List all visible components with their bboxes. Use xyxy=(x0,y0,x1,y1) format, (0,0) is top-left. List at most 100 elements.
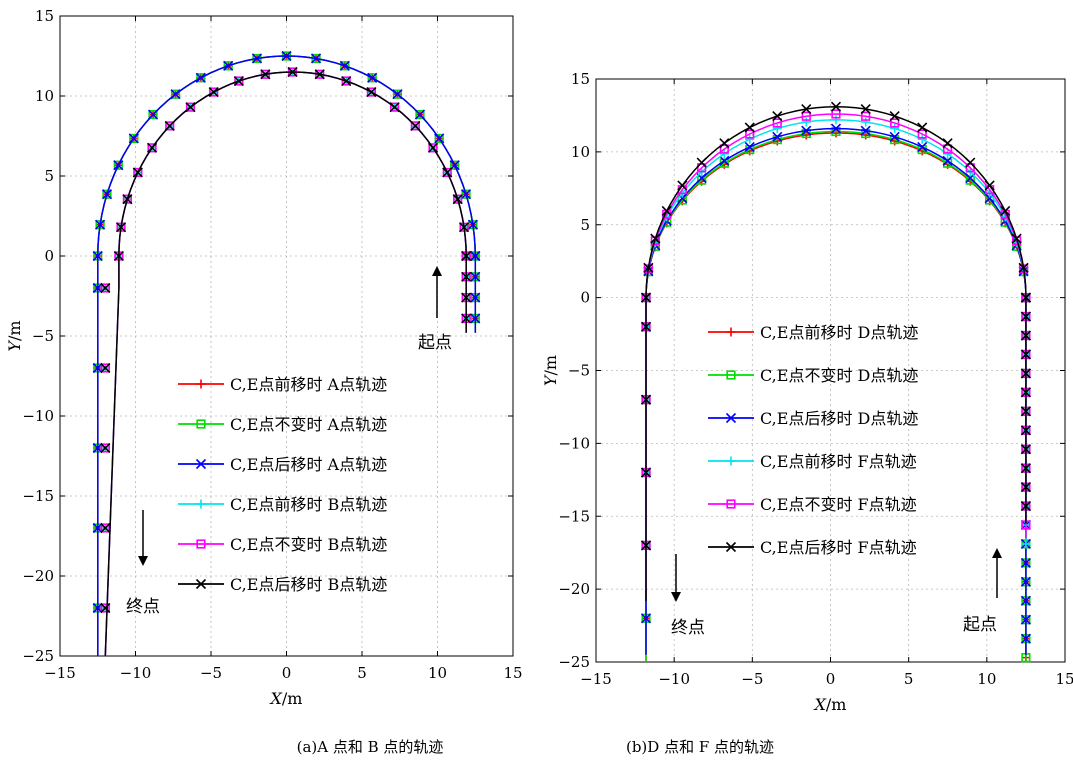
data-point xyxy=(100,523,110,533)
data-point xyxy=(442,167,452,178)
legend-label: C,E点前移时 D点轨迹 xyxy=(760,323,918,342)
data-point xyxy=(453,194,463,204)
data-point xyxy=(1020,633,1031,644)
legend-marker xyxy=(726,499,736,509)
end-label: 终点 xyxy=(126,597,160,617)
caption-a: (a)A 点和 B 点的轨迹 xyxy=(297,738,444,756)
data-point xyxy=(719,155,730,166)
x-tick-label: −5 xyxy=(741,670,763,688)
data-point xyxy=(251,53,263,64)
data-point xyxy=(984,193,995,204)
data-point xyxy=(113,160,124,171)
chart-panel-a: −15 −10 −5 0 5 10 15 −25 −20 −15 −10 −5 0 5 10 15 X/m Y/m… xyxy=(5,7,523,708)
y-tick-label: −5 xyxy=(568,362,590,380)
end-arrowhead xyxy=(138,556,148,566)
data-point xyxy=(147,143,157,153)
data-point xyxy=(1020,349,1031,360)
data-point xyxy=(943,149,953,159)
data-point xyxy=(458,222,470,233)
end-arrowhead xyxy=(671,592,681,602)
legend-marker xyxy=(726,456,736,466)
data-point xyxy=(92,250,103,262)
data-point xyxy=(1020,500,1031,512)
data-point xyxy=(650,233,661,244)
legend-label: C,E点前移时 F点轨迹 xyxy=(760,452,917,471)
data-point xyxy=(185,102,196,112)
data-point xyxy=(341,75,352,87)
data-point xyxy=(460,189,472,200)
data-point xyxy=(1020,463,1031,474)
data-point xyxy=(450,160,460,170)
data-point xyxy=(719,149,729,159)
x-tick-label: 10 xyxy=(977,670,996,688)
series-5 xyxy=(100,66,472,657)
x-tick-label: −5 xyxy=(200,664,222,682)
y-tick-label: −25 xyxy=(22,647,54,665)
data-point xyxy=(1020,614,1031,625)
data-point xyxy=(744,141,755,153)
caption-b: (b)D 点和 F 点的轨迹 xyxy=(626,738,774,756)
data-point xyxy=(470,271,481,282)
x-tick-label: 0 xyxy=(282,664,292,682)
data-point xyxy=(1020,595,1031,606)
data-point xyxy=(233,75,244,87)
data-point xyxy=(890,124,900,134)
data-point xyxy=(889,110,900,122)
data-point xyxy=(640,467,652,478)
data-point xyxy=(195,72,206,83)
legend-label: C,E点前移时 B点轨迹 xyxy=(230,495,387,514)
legend: C,E点前移时 D点轨迹 C,E点不变时 D点轨迹 C,E点后移时 D点轨迹 C,E点… xyxy=(708,323,918,557)
start-label: 起点 xyxy=(418,333,452,353)
data-point xyxy=(801,117,811,127)
y-tick-label: −15 xyxy=(22,487,54,505)
data-point xyxy=(861,111,871,121)
data-point xyxy=(100,603,110,613)
data-point xyxy=(745,129,755,139)
data-point xyxy=(772,131,783,142)
start-label: 起点 xyxy=(963,615,997,635)
data-point xyxy=(831,109,841,119)
data-point xyxy=(314,69,325,80)
data-point xyxy=(917,134,927,144)
data-point xyxy=(281,50,292,62)
y-tick-label: 0 xyxy=(580,289,590,307)
x-tick-label: −15 xyxy=(44,664,76,682)
data-point xyxy=(415,109,425,120)
y-axis-label: Y/m xyxy=(5,320,24,351)
data-point xyxy=(340,61,350,71)
data-point xyxy=(100,363,110,373)
data-point xyxy=(1020,387,1031,398)
data-point xyxy=(1020,368,1031,379)
data-point xyxy=(165,121,175,131)
data-point xyxy=(1018,262,1029,273)
data-point xyxy=(801,103,812,115)
data-point xyxy=(745,134,755,144)
legend-marker xyxy=(196,539,206,549)
x-tick-label: −10 xyxy=(120,664,152,682)
data-point xyxy=(861,117,871,127)
data-point xyxy=(640,540,652,551)
data-point xyxy=(965,163,975,173)
legend-label: C,E点后移时 D点轨迹 xyxy=(760,409,918,428)
data-point xyxy=(461,292,472,303)
data-point xyxy=(434,133,445,144)
x-axis-label: X/m xyxy=(269,689,303,708)
data-point xyxy=(390,102,400,112)
data-point xyxy=(185,102,196,113)
data-point xyxy=(640,394,652,405)
data-point xyxy=(1000,205,1011,217)
data-point xyxy=(917,141,928,153)
data-point xyxy=(1020,311,1031,322)
data-point xyxy=(122,194,132,204)
data-point xyxy=(801,125,812,136)
data-point xyxy=(113,160,123,170)
data-point xyxy=(696,157,707,168)
data-point xyxy=(942,138,953,149)
data-point xyxy=(830,101,842,112)
y-tick-label: −20 xyxy=(22,567,54,585)
legend-label: C,E点后移时 A点轨迹 xyxy=(230,455,387,474)
data-point xyxy=(640,613,652,624)
data-point xyxy=(461,189,471,199)
data-point xyxy=(414,109,426,120)
legend-marker xyxy=(195,458,207,470)
